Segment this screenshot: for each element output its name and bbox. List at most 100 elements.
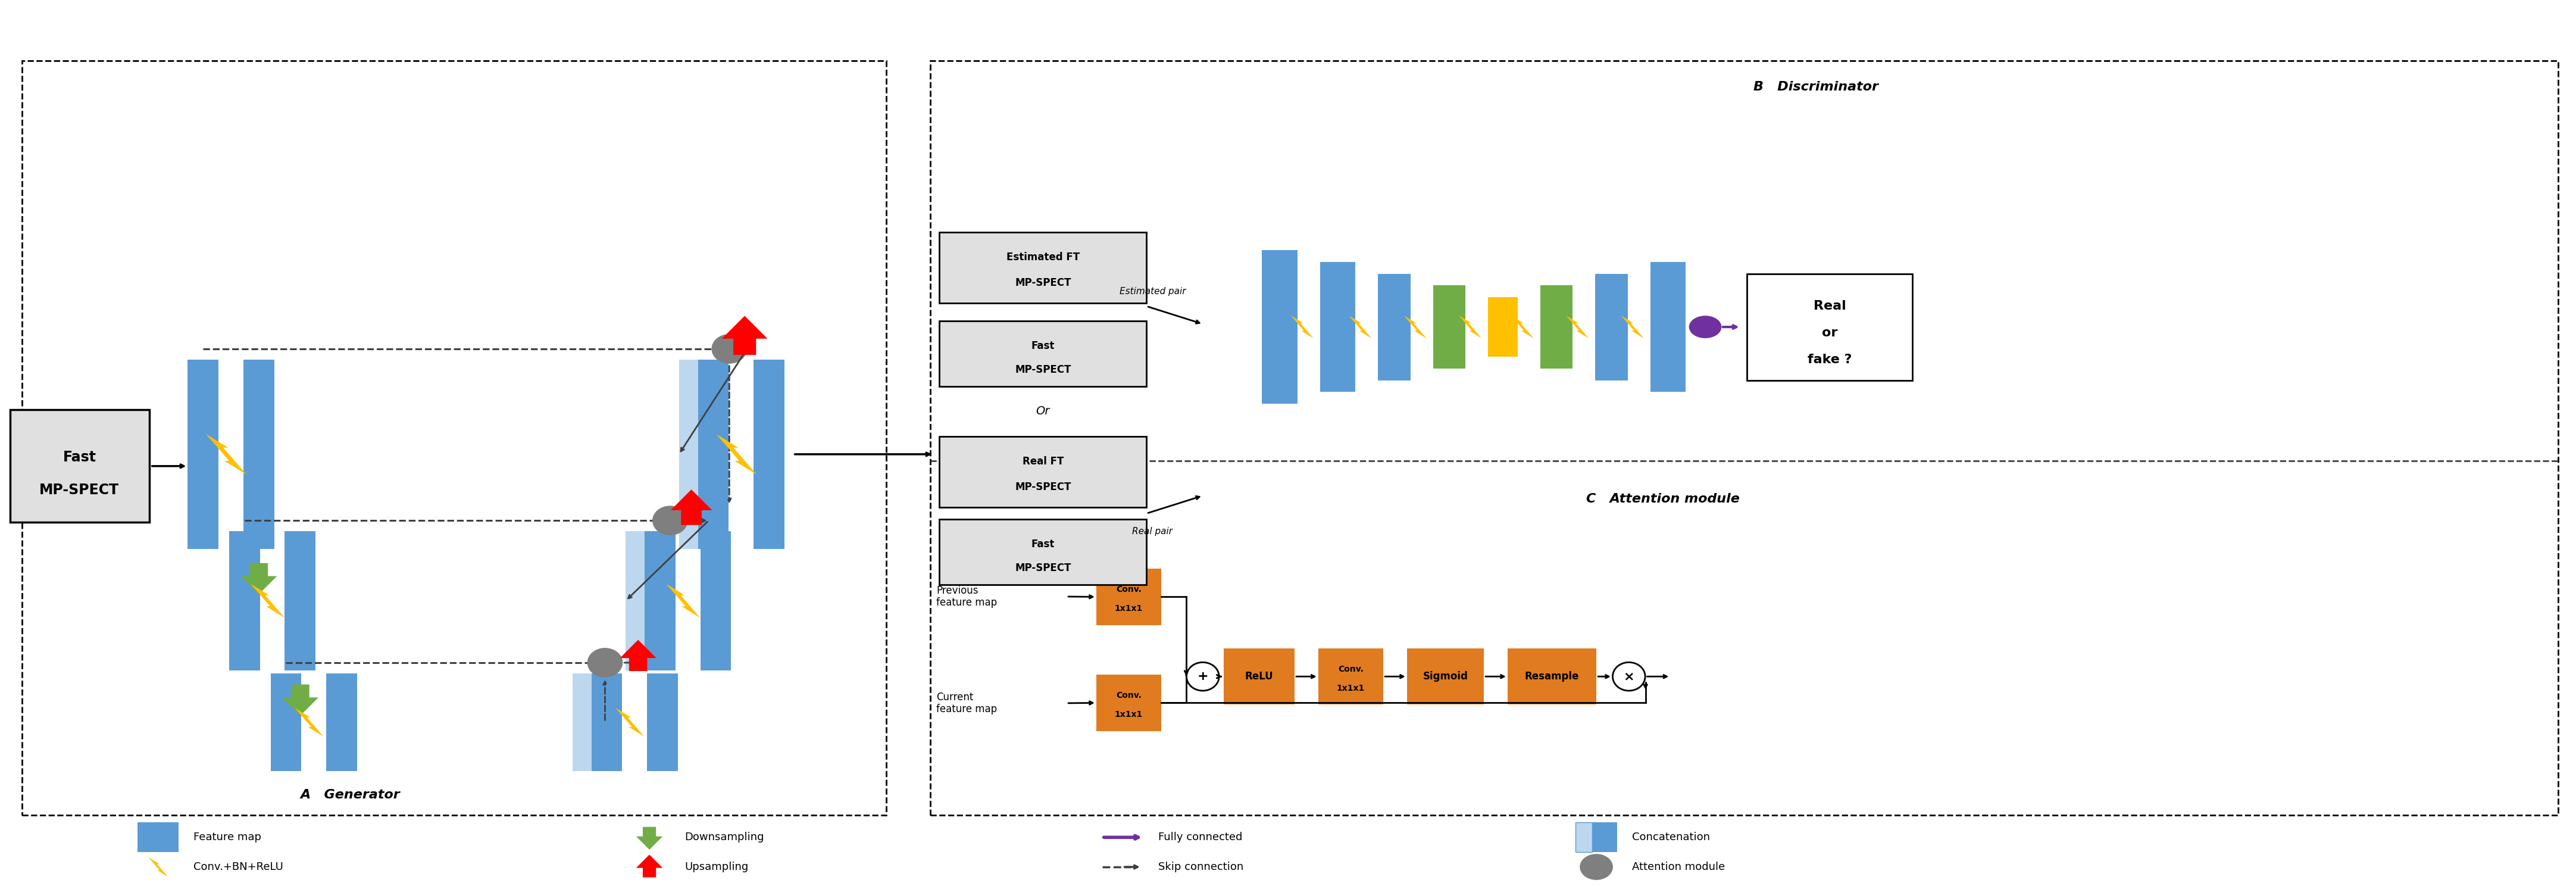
- FancyBboxPatch shape: [940, 437, 1146, 508]
- FancyBboxPatch shape: [242, 360, 273, 549]
- Text: C   Attention module: C Attention module: [1587, 494, 1739, 505]
- Text: Real pair: Real pair: [1133, 527, 1172, 536]
- Ellipse shape: [652, 506, 688, 535]
- FancyBboxPatch shape: [644, 532, 675, 671]
- Text: 1x1x1: 1x1x1: [1115, 711, 1144, 719]
- Text: ReLU: ReLU: [1244, 672, 1273, 682]
- Text: Fast: Fast: [1030, 340, 1054, 351]
- Polygon shape: [667, 584, 701, 618]
- FancyBboxPatch shape: [10, 410, 149, 523]
- Text: Fully connected: Fully connected: [1159, 832, 1242, 843]
- Polygon shape: [721, 315, 768, 355]
- FancyBboxPatch shape: [1319, 649, 1383, 704]
- Text: Downsampling: Downsampling: [685, 832, 765, 843]
- FancyBboxPatch shape: [1507, 649, 1597, 704]
- FancyBboxPatch shape: [1097, 675, 1162, 731]
- FancyBboxPatch shape: [1378, 274, 1412, 380]
- Text: Upsampling: Upsampling: [685, 861, 750, 873]
- Polygon shape: [1291, 315, 1314, 338]
- FancyBboxPatch shape: [137, 822, 178, 852]
- FancyBboxPatch shape: [1577, 822, 1592, 852]
- FancyBboxPatch shape: [270, 673, 301, 771]
- Polygon shape: [1620, 315, 1643, 338]
- Text: Feature map: Feature map: [193, 832, 263, 843]
- Polygon shape: [1566, 315, 1589, 338]
- Text: Current
feature map: Current feature map: [938, 692, 997, 715]
- Polygon shape: [616, 708, 644, 736]
- Text: +: +: [1198, 671, 1208, 682]
- Polygon shape: [206, 434, 247, 474]
- Text: MP-SPECT: MP-SPECT: [1015, 563, 1072, 573]
- Ellipse shape: [711, 334, 747, 363]
- Text: Skip connection: Skip connection: [1159, 861, 1244, 873]
- Text: MP-SPECT: MP-SPECT: [1015, 364, 1072, 375]
- FancyBboxPatch shape: [1592, 822, 1618, 852]
- Text: Conv.: Conv.: [1115, 586, 1141, 594]
- Text: A   Generator: A Generator: [301, 789, 399, 801]
- Text: 1x1x1: 1x1x1: [1337, 684, 1365, 693]
- FancyBboxPatch shape: [1540, 285, 1574, 369]
- FancyBboxPatch shape: [1319, 262, 1355, 392]
- Text: Conv.: Conv.: [1115, 692, 1141, 700]
- FancyBboxPatch shape: [1489, 298, 1517, 356]
- Polygon shape: [1350, 315, 1370, 338]
- FancyBboxPatch shape: [1262, 250, 1298, 404]
- FancyBboxPatch shape: [1097, 569, 1162, 625]
- Polygon shape: [670, 489, 711, 525]
- Polygon shape: [636, 855, 662, 877]
- Text: Previous
feature map: Previous feature map: [938, 585, 997, 608]
- Text: 1x1x1: 1x1x1: [1115, 604, 1144, 613]
- Text: B   Discriminator: B Discriminator: [1754, 82, 1878, 93]
- Polygon shape: [636, 827, 662, 850]
- Text: Estimated FT: Estimated FT: [1007, 252, 1079, 262]
- Polygon shape: [250, 584, 283, 618]
- FancyBboxPatch shape: [626, 532, 644, 671]
- Text: Estimated pair: Estimated pair: [1121, 287, 1185, 296]
- Text: Or: Or: [1036, 406, 1051, 417]
- FancyBboxPatch shape: [1651, 262, 1685, 392]
- FancyBboxPatch shape: [701, 532, 732, 671]
- Text: Real FT: Real FT: [1023, 456, 1064, 467]
- Text: Fast: Fast: [1030, 539, 1054, 549]
- Ellipse shape: [1613, 663, 1646, 691]
- Polygon shape: [716, 434, 757, 474]
- FancyBboxPatch shape: [680, 360, 698, 549]
- Polygon shape: [149, 857, 167, 877]
- Polygon shape: [1512, 315, 1533, 338]
- Text: Concatenation: Concatenation: [1631, 832, 1710, 843]
- FancyBboxPatch shape: [940, 321, 1146, 386]
- Text: Resample: Resample: [1525, 672, 1579, 682]
- Polygon shape: [1458, 315, 1481, 338]
- Text: MP-SPECT: MP-SPECT: [1015, 277, 1072, 288]
- Polygon shape: [294, 708, 325, 736]
- Ellipse shape: [587, 648, 623, 678]
- FancyBboxPatch shape: [1224, 649, 1296, 704]
- Text: Conv.: Conv.: [1337, 665, 1363, 673]
- Polygon shape: [1404, 315, 1427, 338]
- Text: or: or: [1821, 327, 1837, 338]
- Text: ×: ×: [1623, 671, 1633, 682]
- Ellipse shape: [1579, 854, 1613, 880]
- FancyBboxPatch shape: [698, 360, 729, 549]
- Text: fake ?: fake ?: [1808, 354, 1852, 365]
- FancyBboxPatch shape: [1747, 274, 1911, 380]
- Text: Attention module: Attention module: [1631, 861, 1726, 873]
- FancyBboxPatch shape: [229, 532, 260, 671]
- FancyBboxPatch shape: [1406, 649, 1484, 704]
- Ellipse shape: [1690, 315, 1721, 338]
- FancyBboxPatch shape: [572, 673, 592, 771]
- FancyBboxPatch shape: [647, 673, 677, 771]
- FancyBboxPatch shape: [188, 360, 219, 549]
- Polygon shape: [281, 685, 319, 716]
- FancyBboxPatch shape: [286, 532, 317, 671]
- Text: MP-SPECT: MP-SPECT: [1015, 481, 1072, 493]
- Text: MP-SPECT: MP-SPECT: [39, 483, 118, 497]
- FancyBboxPatch shape: [327, 673, 358, 771]
- FancyBboxPatch shape: [1595, 274, 1628, 380]
- Text: Real: Real: [1814, 300, 1847, 312]
- FancyBboxPatch shape: [940, 232, 1146, 303]
- FancyBboxPatch shape: [592, 673, 623, 771]
- Text: Fast: Fast: [62, 450, 95, 464]
- Text: Conv.+BN+ReLU: Conv.+BN+ReLU: [193, 861, 283, 873]
- Polygon shape: [240, 563, 278, 595]
